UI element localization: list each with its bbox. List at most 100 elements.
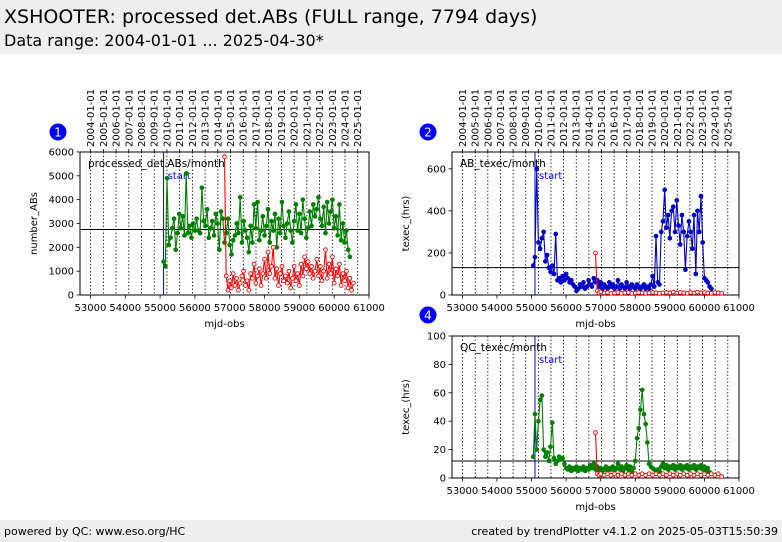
data-point	[546, 458, 552, 464]
y-tick-label: 60	[433, 388, 446, 399]
date-tick-label: 2010-01-01	[162, 89, 173, 147]
data-point	[241, 268, 247, 274]
data-point	[331, 280, 337, 286]
x-tick-label: 61000	[353, 303, 385, 314]
data-point	[314, 206, 320, 212]
data-point	[617, 286, 623, 292]
data-point	[551, 455, 557, 461]
data-point	[168, 235, 173, 241]
data-point	[650, 273, 655, 279]
x-tick-label: 58000	[619, 303, 651, 314]
data-point	[248, 223, 253, 229]
data-point	[350, 280, 356, 286]
data-point	[295, 228, 300, 233]
x-tick-label: 54000	[109, 303, 141, 314]
data-point	[593, 250, 598, 256]
date-tick-label: 2017-01-01	[622, 89, 633, 147]
data-point	[636, 425, 642, 431]
x-tick-label: 56000	[550, 303, 582, 314]
data-point	[691, 212, 697, 218]
data-point	[164, 175, 170, 181]
data-point	[251, 202, 257, 207]
data-point	[658, 229, 664, 235]
data-point	[335, 233, 341, 238]
data-point	[256, 237, 262, 243]
data-point	[715, 471, 721, 477]
data-point	[190, 221, 196, 226]
data-point	[681, 229, 687, 235]
data-point	[615, 277, 621, 283]
data-point	[660, 219, 666, 224]
data-point	[307, 209, 313, 214]
data-point	[258, 283, 264, 288]
data-point	[286, 268, 292, 274]
data-point	[291, 218, 297, 224]
y-tick-label: 0	[440, 291, 446, 302]
date-tick-label: 2013-01-01	[572, 89, 583, 147]
data-point	[643, 421, 648, 427]
data-point	[562, 277, 567, 283]
date-tick-label: 2009-01-01	[150, 89, 161, 147]
y-tick-label: 20	[433, 445, 446, 456]
data-point	[333, 266, 339, 272]
x-tick-label: 58000	[619, 486, 651, 497]
y-axis-label: texec_(hrs)	[401, 196, 412, 252]
date-tick-label: 2021-01-01	[673, 89, 684, 147]
data-point	[272, 211, 278, 217]
data-point	[256, 266, 262, 272]
data-point	[182, 233, 187, 238]
x-tick-label: 59000	[283, 303, 315, 314]
data-point	[344, 268, 349, 274]
data-point	[302, 216, 307, 222]
data-point	[297, 283, 302, 288]
data-point	[309, 223, 314, 229]
date-tick-label: 2020-01-01	[290, 89, 301, 147]
data-point	[297, 211, 302, 217]
x-tick-label: 54000	[481, 486, 513, 497]
data-point	[204, 206, 210, 212]
data-point	[323, 247, 328, 253]
data-point	[335, 273, 341, 279]
data-point	[251, 261, 257, 267]
data-point	[530, 263, 536, 268]
y-axis-label: texec_(hrs)	[401, 379, 412, 435]
data-point	[260, 271, 266, 276]
x-tick-label: 55000	[516, 303, 548, 314]
data-point	[572, 284, 578, 289]
data-point	[534, 166, 540, 172]
data-point	[298, 261, 304, 267]
date-tick-label: 2018-01-01	[264, 89, 275, 147]
panel-badge-number: 1	[54, 126, 62, 140]
data-point	[347, 254, 353, 260]
data-point	[237, 194, 243, 200]
data-point	[267, 240, 273, 245]
data-point	[253, 280, 259, 286]
data-point	[234, 221, 240, 226]
data-point	[246, 249, 252, 255]
data-point	[610, 282, 616, 287]
data-point	[201, 218, 206, 224]
data-point	[340, 271, 346, 276]
footer-credit: powered by QC: www.eso.org/HC	[4, 525, 186, 538]
data-point	[624, 280, 629, 285]
data-point	[686, 219, 692, 224]
data-point	[243, 283, 248, 288]
date-tick-label: 2023-01-01	[698, 89, 709, 147]
date-tick-label: 2015-01-01	[226, 89, 237, 147]
y-tick-label: 2000	[49, 243, 74, 254]
data-point	[534, 447, 540, 452]
charts-canvas: 1 2004-01-01 2005-01-01 2006-01-01 2007-01-0…	[29, 89, 755, 513]
data-point	[267, 271, 273, 276]
data-point	[551, 271, 557, 277]
date-tick-label: 2007-01-01	[124, 89, 135, 147]
data-point	[303, 235, 309, 241]
data-point	[290, 275, 295, 281]
data-point	[568, 277, 574, 283]
data-point	[276, 216, 281, 222]
data-point	[244, 235, 250, 241]
x-tick-label: 61000	[723, 486, 755, 497]
data-point	[565, 275, 571, 281]
page-subtitle: Data range: 2004-01-01 ... 2025-04-30*	[4, 31, 324, 50]
data-point	[276, 283, 281, 288]
